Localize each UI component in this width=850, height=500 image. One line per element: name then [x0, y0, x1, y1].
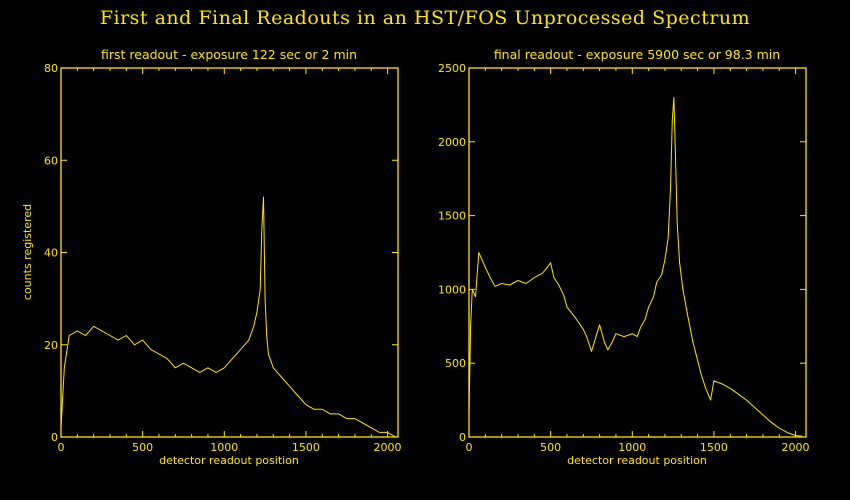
panel-title-final: final readout - exposure 5900 sec or 98.…: [494, 47, 780, 62]
x-tick-label-first: 0: [58, 441, 65, 454]
x-tick-label-first: 1500: [292, 441, 320, 454]
y-tick-labels-final: 0 500 1000 1500 2000 2500: [438, 62, 466, 444]
y-tick-label-first: 0: [51, 431, 58, 444]
x-tick-label-final: 1000: [618, 441, 646, 454]
figure-title: First and Final Readouts in an HST/FOS U…: [100, 7, 750, 29]
y-tick-label-first: 60: [44, 154, 58, 167]
y-tick-label-final: 0: [459, 431, 466, 444]
y-tick-label-first: 20: [44, 339, 58, 352]
series-first-readout: [60, 196, 396, 438]
x-tick-label-first: 2000: [374, 441, 402, 454]
y-tick-label-final: 1000: [438, 283, 466, 296]
x-tick-label-final: 2000: [782, 441, 810, 454]
x-tick-labels-final: 0 500 1000 1500 2000: [466, 441, 810, 454]
panel-first-readout: first readout - exposure 122 sec or 2 mi…: [21, 47, 402, 467]
panel-title-first: first readout - exposure 122 sec or 2 mi…: [101, 47, 357, 62]
y-tick-label-final: 2000: [438, 136, 466, 149]
plot-frame-final: [468, 67, 807, 438]
y-tick-label-first: 80: [44, 62, 58, 75]
x-tick-label-first: 500: [132, 441, 153, 454]
x-axis-label-final: detector readout position: [567, 454, 707, 467]
panel-final-readout: final readout - exposure 5900 sec or 98.…: [438, 47, 810, 467]
x-tick-label-final: 500: [540, 441, 561, 454]
y-tick-label-first: 40: [44, 247, 58, 260]
x-tick-label-final: 1500: [700, 441, 728, 454]
ticks-first: [60, 67, 398, 438]
y-axis-label-first: counts registered: [21, 204, 34, 300]
series-final-readout: [468, 97, 803, 437]
x-tick-labels-first: 0 500 1000 1500 2000: [58, 441, 402, 454]
x-tick-label-first: 1000: [210, 441, 238, 454]
y-tick-label-final: 1500: [438, 210, 466, 223]
y-tick-label-final: 2500: [438, 62, 466, 75]
y-tick-label-final: 500: [445, 357, 466, 370]
x-tick-label-final: 0: [466, 441, 473, 454]
y-tick-labels-first: 0 20 40 60 80: [44, 62, 58, 444]
x-axis-label-first: detector readout position: [159, 454, 299, 467]
ticks-final: [468, 67, 806, 438]
